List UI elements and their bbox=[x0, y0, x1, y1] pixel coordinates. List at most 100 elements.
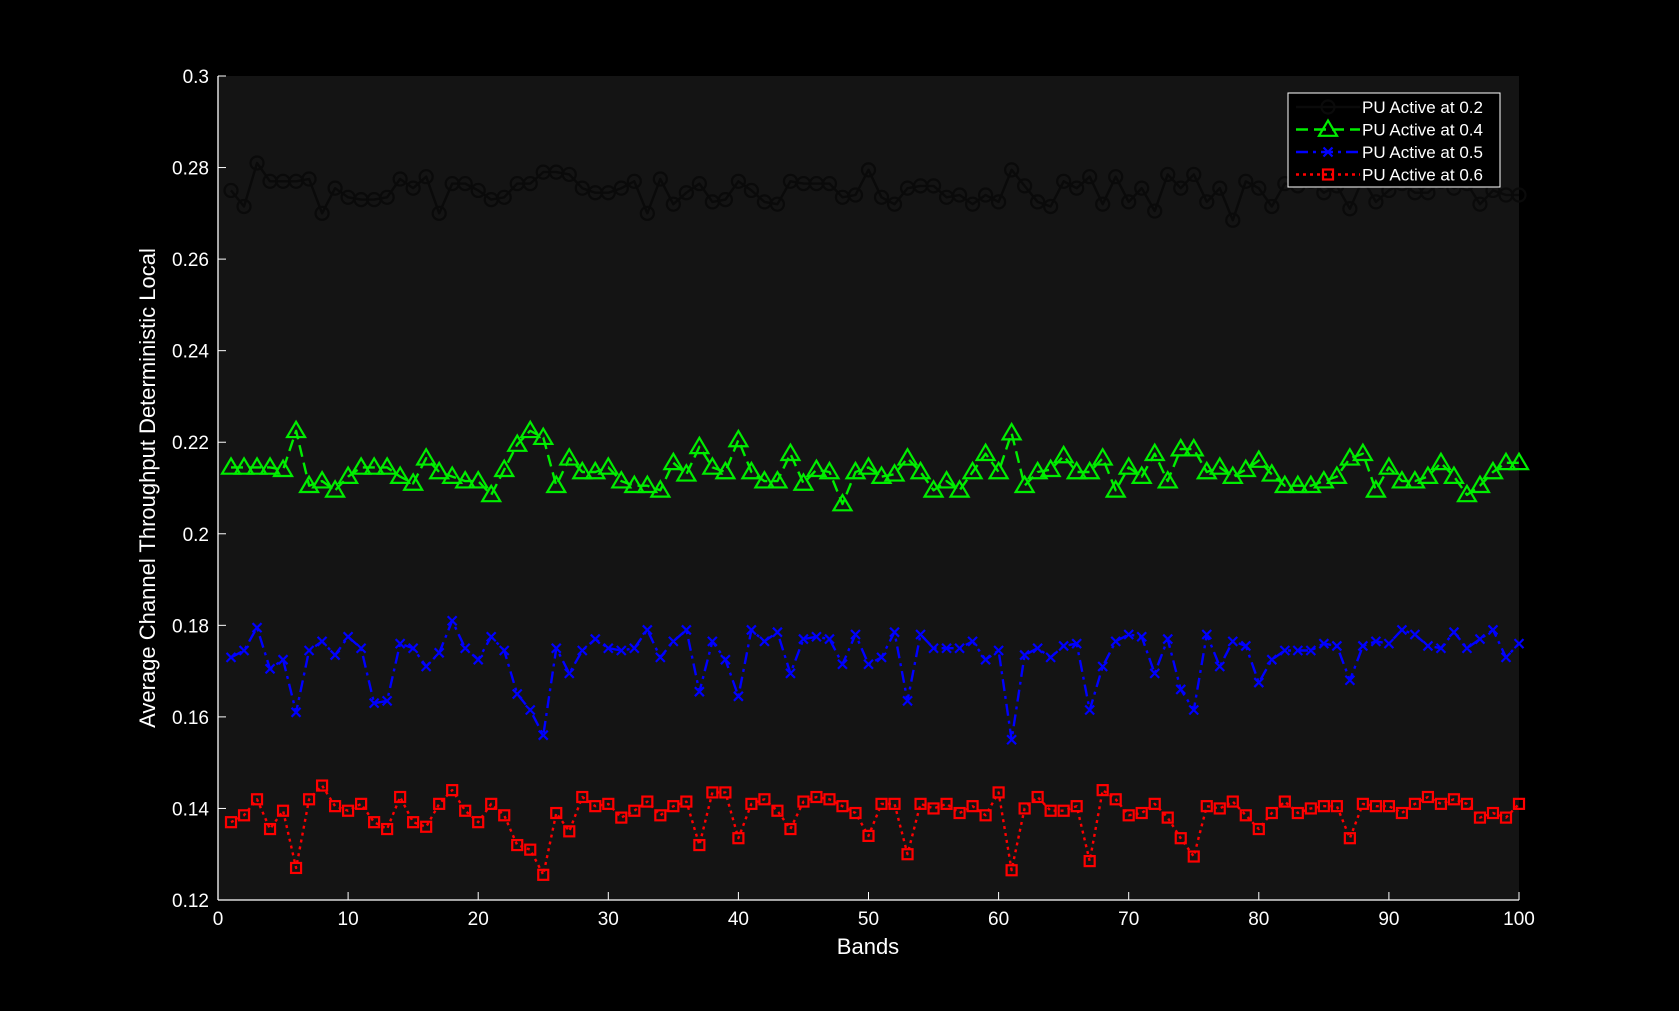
data-point bbox=[389, 465, 412, 484]
data-point bbox=[1304, 802, 1317, 815]
data-point bbox=[1117, 456, 1140, 475]
data-point bbox=[454, 469, 477, 489]
data-point bbox=[537, 868, 550, 881]
data-point bbox=[993, 645, 1004, 656]
data-point bbox=[1482, 460, 1504, 480]
data-point bbox=[459, 804, 472, 817]
data-point bbox=[511, 838, 524, 852]
data-point bbox=[1500, 652, 1512, 663]
data-point bbox=[935, 469, 958, 489]
series-line bbox=[230, 619, 1520, 741]
data-point bbox=[784, 822, 797, 836]
data-point bbox=[392, 171, 408, 187]
data-point bbox=[863, 658, 874, 670]
y-tick-label: 0.18 bbox=[172, 616, 209, 637]
data-point bbox=[315, 779, 329, 792]
data-point bbox=[1136, 631, 1147, 643]
data-point bbox=[1292, 645, 1304, 656]
data-point bbox=[1273, 474, 1296, 494]
data-point bbox=[1344, 674, 1356, 686]
data-point bbox=[1364, 479, 1387, 498]
data-point bbox=[1383, 638, 1395, 649]
data-point bbox=[797, 795, 810, 808]
data-point bbox=[355, 797, 368, 810]
data-point bbox=[964, 196, 981, 212]
x-tick-label: 70 bbox=[1118, 909, 1139, 930]
data-point bbox=[706, 786, 719, 799]
y-tick-label: 0.14 bbox=[172, 799, 209, 820]
data-point bbox=[1356, 797, 1369, 810]
data-point bbox=[381, 695, 393, 707]
data-point bbox=[1421, 790, 1435, 804]
data-point bbox=[259, 456, 281, 475]
data-point bbox=[678, 185, 694, 201]
data-point bbox=[337, 465, 360, 484]
data-point bbox=[837, 658, 848, 670]
data-point bbox=[909, 460, 932, 480]
data-point bbox=[746, 624, 757, 636]
data-point bbox=[1013, 474, 1036, 494]
data-point bbox=[1032, 642, 1043, 654]
data-point bbox=[745, 797, 758, 810]
data-point bbox=[758, 793, 771, 806]
data-point bbox=[524, 843, 537, 856]
data-point bbox=[953, 806, 966, 820]
data-point bbox=[441, 465, 464, 484]
legend-label: PU Active at 0.5 bbox=[1362, 143, 1483, 162]
data-point bbox=[1331, 640, 1343, 652]
data-point bbox=[693, 838, 706, 852]
data-point bbox=[701, 456, 724, 475]
data-point bbox=[1487, 624, 1499, 636]
data-point bbox=[457, 175, 473, 192]
data-point bbox=[285, 419, 307, 439]
data-point bbox=[1006, 734, 1017, 746]
x-tick-label: 80 bbox=[1248, 909, 1269, 930]
data-point bbox=[249, 155, 265, 171]
data-point bbox=[668, 636, 679, 647]
data-point bbox=[1447, 793, 1461, 806]
data-point bbox=[652, 171, 668, 187]
data-point bbox=[1486, 806, 1500, 820]
data-point bbox=[1443, 465, 1465, 484]
data-point bbox=[940, 797, 953, 810]
x-tick-label: 100 bbox=[1503, 909, 1535, 930]
data-point bbox=[545, 474, 568, 494]
data-point bbox=[407, 816, 420, 829]
data-point bbox=[1043, 198, 1059, 215]
data-point bbox=[272, 458, 294, 478]
data-point bbox=[1370, 636, 1382, 647]
data-point bbox=[302, 793, 316, 806]
x-tick-label: 60 bbox=[988, 909, 1009, 930]
data-point bbox=[550, 642, 562, 654]
data-point bbox=[927, 802, 940, 815]
data-point bbox=[785, 668, 796, 679]
data-point bbox=[1430, 451, 1452, 471]
data-point bbox=[1134, 180, 1150, 196]
data-point bbox=[418, 169, 434, 185]
data-point bbox=[1188, 704, 1200, 716]
data-point bbox=[602, 797, 615, 810]
data-point bbox=[563, 825, 576, 838]
data-point bbox=[1000, 421, 1023, 441]
data-point bbox=[636, 474, 659, 494]
data-point bbox=[1045, 652, 1056, 663]
data-point bbox=[485, 797, 498, 810]
data-point bbox=[1175, 684, 1187, 695]
data-point bbox=[831, 492, 854, 512]
data-point bbox=[1435, 642, 1447, 654]
data-point bbox=[316, 636, 328, 647]
y-tick-label: 0.22 bbox=[172, 433, 209, 454]
data-point bbox=[1448, 626, 1460, 638]
data-point bbox=[987, 460, 1010, 480]
x-tick-label: 10 bbox=[338, 909, 359, 930]
data-point bbox=[329, 649, 341, 661]
data-point bbox=[623, 474, 646, 494]
legend-item: PU Active at 0.5 bbox=[1296, 143, 1483, 162]
data-point bbox=[1409, 629, 1421, 640]
data-point bbox=[224, 816, 238, 829]
data-point bbox=[798, 633, 809, 645]
data-point bbox=[1238, 173, 1254, 189]
data-point bbox=[314, 205, 330, 221]
data-point bbox=[1251, 180, 1267, 196]
